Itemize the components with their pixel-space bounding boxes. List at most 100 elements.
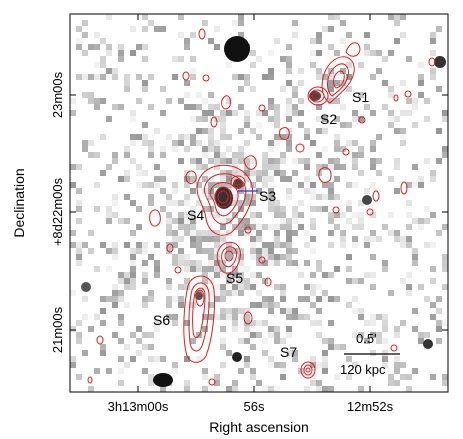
image-pixel bbox=[250, 344, 256, 350]
image-pixel bbox=[184, 218, 190, 224]
image-pixel bbox=[178, 56, 184, 62]
image-pixel bbox=[70, 164, 76, 170]
image-pixel bbox=[274, 134, 280, 140]
image-pixel bbox=[364, 104, 370, 110]
image-pixel bbox=[148, 380, 154, 386]
image-pixel bbox=[328, 230, 334, 236]
image-pixel bbox=[208, 146, 214, 152]
image-pixel bbox=[334, 146, 340, 152]
image-pixel bbox=[262, 152, 268, 158]
image-pixel bbox=[328, 338, 334, 344]
image-pixel bbox=[286, 146, 292, 152]
image-pixel bbox=[112, 284, 118, 290]
image-pixel bbox=[202, 326, 208, 332]
image-pixel bbox=[232, 212, 238, 218]
image-pixel bbox=[256, 290, 262, 296]
label-s2: S2 bbox=[320, 111, 337, 127]
image-pixel bbox=[352, 362, 358, 368]
image-pixel bbox=[178, 32, 184, 38]
image-pixel bbox=[190, 206, 196, 212]
image-pixel bbox=[442, 260, 448, 266]
y-tick-labels: 21m00s +8d22m00s 23m00s bbox=[50, 71, 65, 353]
image-pixel bbox=[112, 212, 118, 218]
image-pixel bbox=[322, 356, 328, 362]
image-pixel bbox=[388, 230, 394, 236]
image-pixel bbox=[388, 110, 394, 116]
image-pixel bbox=[232, 224, 238, 230]
label-s7: S7 bbox=[280, 344, 297, 360]
image-pixel bbox=[250, 182, 256, 188]
image-pixel bbox=[250, 62, 256, 68]
image-pixel bbox=[208, 290, 214, 296]
image-pixel bbox=[352, 296, 358, 302]
image-pixel bbox=[286, 308, 292, 314]
image-pixel bbox=[274, 122, 280, 128]
image-pixel bbox=[226, 242, 232, 248]
image-pixel bbox=[352, 212, 358, 218]
image-pixel bbox=[148, 296, 154, 302]
image-pixel bbox=[130, 110, 136, 116]
image-pixel bbox=[316, 68, 322, 74]
image-pixel bbox=[322, 272, 328, 278]
image-pixel bbox=[148, 20, 154, 26]
image-pixel bbox=[214, 260, 220, 266]
image-pixel bbox=[214, 314, 220, 320]
image-pixel bbox=[370, 236, 376, 242]
image-pixel bbox=[286, 326, 292, 332]
image-pixel bbox=[208, 128, 214, 134]
image-pixel bbox=[196, 260, 202, 266]
image-pixel bbox=[310, 224, 316, 230]
image-pixel bbox=[322, 368, 328, 374]
image-pixel bbox=[88, 44, 94, 50]
image-pixel bbox=[232, 74, 238, 80]
image-pixel bbox=[310, 188, 316, 194]
image-pixel bbox=[124, 170, 130, 176]
image-pixel bbox=[226, 278, 232, 284]
image-pixel bbox=[106, 164, 112, 170]
image-pixel bbox=[268, 98, 274, 104]
image-pixel bbox=[292, 314, 298, 320]
image-pixel bbox=[370, 272, 376, 278]
image-pixel bbox=[298, 314, 304, 320]
image-pixel bbox=[334, 296, 340, 302]
label-s5: S5 bbox=[226, 270, 243, 286]
image-pixel bbox=[196, 182, 202, 188]
image-pixel bbox=[256, 320, 262, 326]
image-pixel bbox=[262, 170, 268, 176]
image-pixel bbox=[238, 290, 244, 296]
image-pixel bbox=[316, 194, 322, 200]
image-pixel bbox=[172, 182, 178, 188]
image-pixel bbox=[214, 230, 220, 236]
image-pixel bbox=[280, 170, 286, 176]
image-pixel bbox=[316, 152, 322, 158]
image-pixel bbox=[154, 326, 160, 332]
image-pixel bbox=[238, 206, 244, 212]
image-pixel bbox=[184, 182, 190, 188]
image-pixel bbox=[178, 248, 184, 254]
image-pixel bbox=[406, 200, 412, 206]
image-pixel bbox=[376, 50, 382, 56]
image-pixel bbox=[310, 272, 316, 278]
image-pixel bbox=[286, 62, 292, 68]
image-pixel bbox=[166, 278, 172, 284]
image-pixel bbox=[148, 104, 154, 110]
image-pixel bbox=[316, 284, 322, 290]
image-pixel bbox=[406, 224, 412, 230]
image-pixel bbox=[94, 182, 100, 188]
image-pixel bbox=[232, 314, 238, 320]
image-pixel bbox=[400, 236, 406, 242]
image-pixel bbox=[436, 326, 442, 332]
image-pixel bbox=[286, 332, 292, 338]
image-pixel bbox=[214, 140, 220, 146]
image-pixel bbox=[250, 50, 256, 56]
image-pixel bbox=[298, 212, 304, 218]
image-pixel bbox=[238, 308, 244, 314]
image-pixel bbox=[136, 206, 142, 212]
image-pixel bbox=[400, 242, 406, 248]
image-pixel bbox=[358, 212, 364, 218]
image-pixel bbox=[322, 182, 328, 188]
image-pixel bbox=[232, 290, 238, 296]
image-pixel bbox=[268, 176, 274, 182]
image-pixel bbox=[430, 74, 436, 80]
image-pixel bbox=[220, 272, 226, 278]
